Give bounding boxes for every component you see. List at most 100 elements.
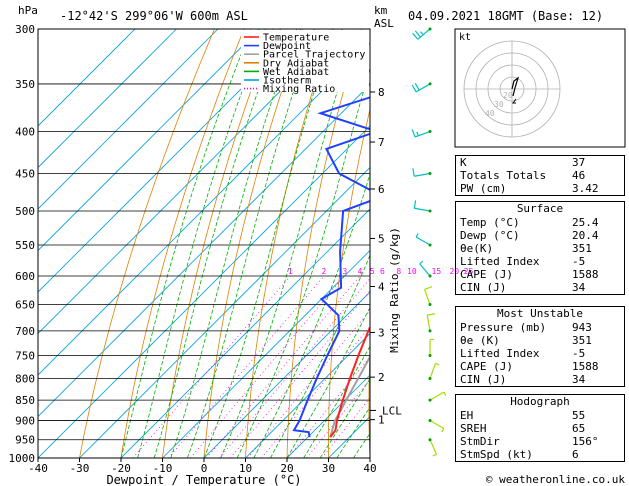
surface-row: CIN (J) 34 [456,281,624,294]
mixing-ratio-line [321,397,370,458]
wet-adiabat-line [303,345,370,458]
legend-label: Temperature [263,33,329,44]
most-unstable-value: 351 [572,334,592,347]
hodograph-frame [454,28,626,148]
most-unstable-row: θe (K) 351 [456,334,624,347]
most-unstable-label: Pressure (mb) [460,321,547,334]
temperature-tick-label: 20 [280,462,293,475]
index-row: PW (cm) 3.42 [456,182,624,195]
pressure-tick-label: 800 [15,372,35,385]
hodograph-table: Hodograph EH 55 SREH 65 StmDir 156° StmSpd (kt… [455,394,625,462]
temperature-line [329,325,370,438]
hodograph-label: StmDir [460,435,500,448]
mixing-ratio-label: 15 [432,267,442,276]
pressure-tick-label: 550 [15,239,35,252]
pressure-tick-label: 700 [15,325,35,338]
most-unstable-row: Pressure (mb) 943 [456,321,624,334]
wet-adiabat-line [137,29,266,458]
isotherm-line [38,29,136,127]
mixing-ratio-line [132,275,291,458]
surface-title: Surface [516,202,564,215]
surface-row: Temp (°C) 25.4 [456,216,624,229]
legend-item: Temperature [244,33,329,44]
location-title: -12°42'S 299°06'W 600m ASL [60,9,248,23]
temperature-tick-label: -30 [70,462,90,475]
hodograph-row: StmDir 156° [456,435,624,448]
pressure-tick-label: 600 [15,270,35,283]
hodograph-ring-label: 40 [485,109,495,118]
mixing-ratio-label: 5 [370,267,375,276]
legend-label: Wet Adiabat [263,67,329,78]
surface-table: Surface Temp (°C) 25.4 Dewp (°C) 20.4 θe(K) 3… [455,201,625,295]
wind-barb [415,233,432,247]
pressure-tick-label: 500 [15,205,35,218]
indices-table: K 37 Totals Totals 46 PW (cm) 3.42 [455,155,625,196]
isotherm-line [38,125,370,458]
surface-row: Lifted Index -5 [456,255,624,268]
pressure-tick-label: 650 [15,299,35,312]
mixing-ratio-label: 2 [322,267,327,276]
hodograph-label: StmSpd (kt) [460,448,533,461]
km-tick-label: 8 [378,86,385,99]
wet-adiabat-line [286,306,370,458]
hpa-label: hPa [18,4,38,17]
surface-value: 20.4 [572,229,599,242]
hodograph-ring-label: 20 [503,91,513,100]
asl-label: ASL [374,17,394,30]
mixing-ratio-label: 4 [358,267,363,276]
index-label: Totals Totals [460,169,547,182]
dry-adiabat-line [368,343,370,458]
most-unstable-row: CAPE (J) 1588 [456,360,624,373]
dry-adiabat-line [162,29,274,458]
mixing-ratio-label: 25 [464,267,474,276]
isotherm-line [162,249,370,458]
km-tick-label: 7 [378,136,385,149]
mixing-ratio-label: 20 [449,267,459,276]
hodograph-value: 65 [572,422,586,435]
temperature-tick-label: -40 [28,462,48,475]
hodograph-value: 156° [572,435,599,448]
isotherm-line [38,83,370,418]
hodograph-trace [511,76,520,97]
surface-value: 1588 [572,268,599,281]
mixing-ratio-line [306,378,370,458]
index-value: 37 [572,156,586,169]
index-label: K [460,156,467,169]
isotherm-line [245,332,370,458]
surface-value: 351 [572,242,592,255]
pressure-tick-label: 900 [15,414,35,427]
hodograph-row: StmSpd (kt) 6 [456,448,624,461]
km-tick-label: 5 [378,232,385,245]
most-unstable-label: CIN (J) [460,373,507,386]
datetime-title: 04.09.2021 18GMT (Base: 12) [408,9,603,23]
legend-label: Mixing Ratio [263,84,335,95]
wind-barb [413,200,432,213]
pressure-tick-label: 400 [15,126,35,139]
wind-barb [419,260,432,278]
most-unstable-table: Most Unstable Pressure (mb) 943 θe (K) 351 L… [455,306,625,387]
hodograph-value: 6 [572,448,579,461]
isotherm-line [38,29,343,335]
wet-adiabat-line [187,29,315,458]
most-unstable-label: CAPE (J) [460,360,513,373]
temperature-tick-label: -10 [153,462,173,475]
wind-barb [412,27,432,40]
isotherm-line [38,29,260,252]
mixing-ratio-line [206,275,361,458]
legend-item: Isotherm [244,76,311,87]
dry-adiabat-line [79,29,215,458]
km-tick-label: 1 [378,414,385,427]
isotherm-line [38,29,302,293]
legend-item: Wet Adiabat [244,67,329,78]
isotherm-line [38,29,219,210]
hodograph-kt-label: kt [459,32,471,43]
hodograph-ring-label: 30 [494,100,504,109]
most-unstable-value: -5 [572,347,586,360]
km-tick-label: 2 [378,371,385,384]
km-tick-label: 3 [378,326,385,339]
hodograph-row: EH 55 [456,409,624,422]
pressure-tick-label: 1000 [9,452,36,465]
wind-barb [428,438,438,457]
mixing-ratio-label: 3 [342,267,347,276]
